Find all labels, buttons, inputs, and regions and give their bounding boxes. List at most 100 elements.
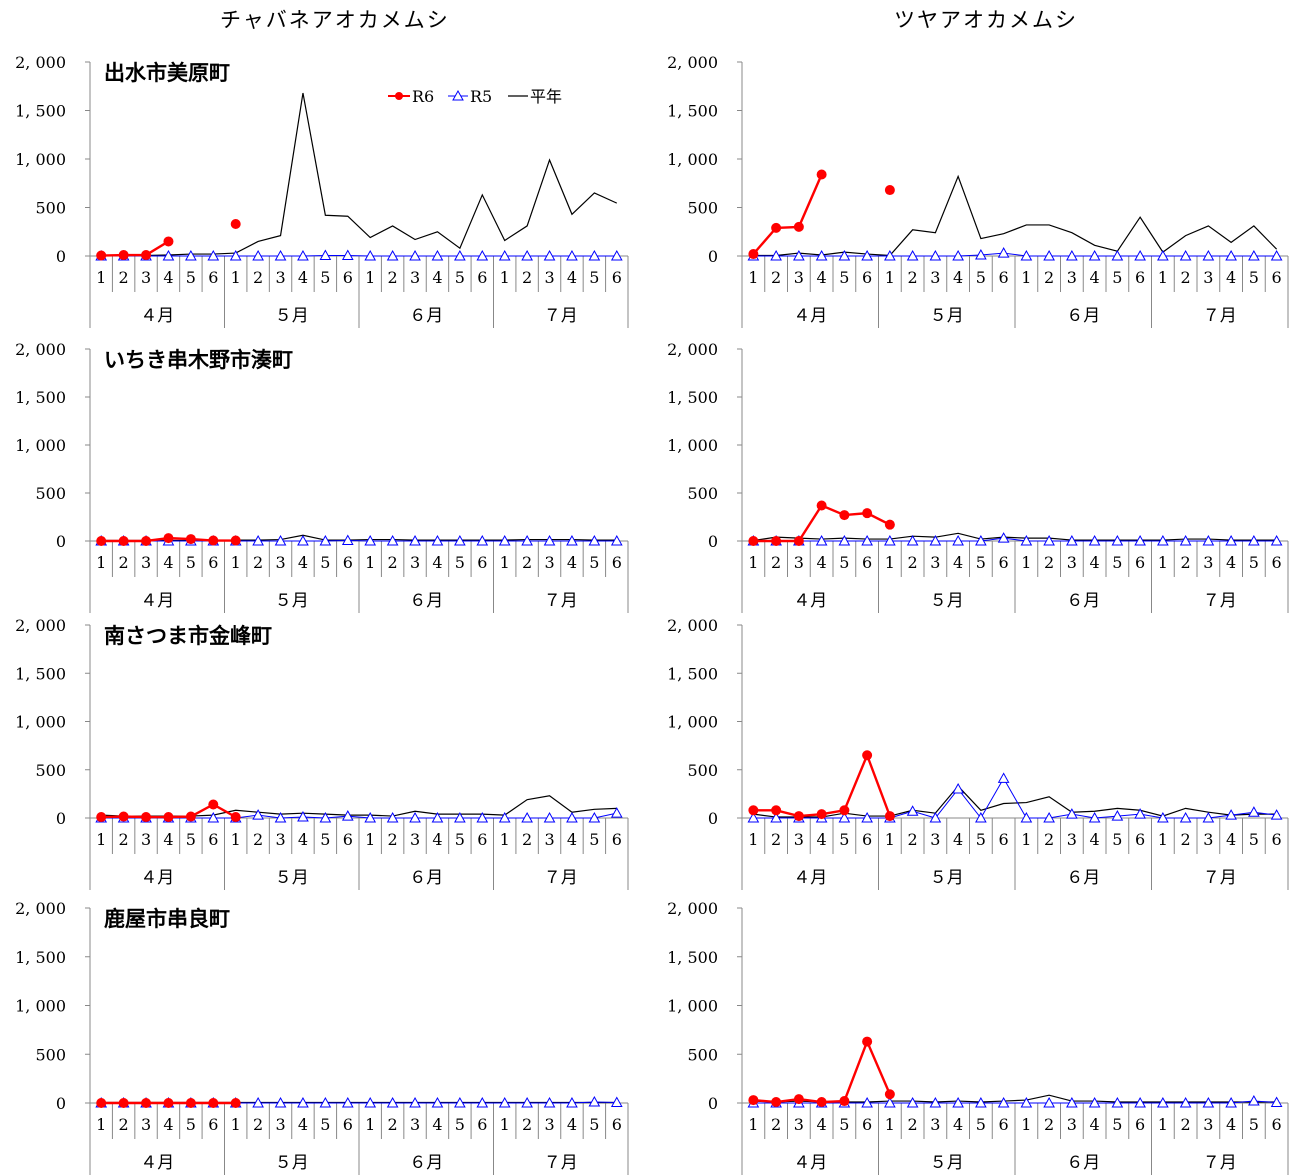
x-tick-label: 3 [794, 268, 804, 287]
x-tick-label: 1 [1158, 1115, 1168, 1134]
x-tick-label: 3 [930, 268, 940, 287]
x-tick-label: 1 [1158, 268, 1168, 287]
x-tick-label: 6 [1135, 553, 1145, 572]
series-r5-point [1225, 249, 1237, 261]
x-tick-label: 3 [275, 268, 285, 287]
x-tick-label: 1 [1021, 830, 1031, 849]
x-tick-label: 3 [275, 830, 285, 849]
x-tick-label: 3 [1203, 268, 1213, 287]
series-r5-point [476, 534, 489, 546]
month-label: ６月 [409, 868, 443, 888]
series-r6-point [771, 1097, 782, 1108]
series-r6-point [816, 1097, 827, 1108]
month-label: ４月 [793, 868, 827, 888]
x-tick-label: 2 [908, 268, 918, 287]
legend-avg-label: 平年 [530, 87, 562, 106]
series-r5-point [521, 811, 533, 823]
month-label: ７月 [1203, 591, 1237, 611]
x-tick-label: 3 [275, 1115, 285, 1134]
x-tick-label: 1 [231, 1115, 241, 1134]
x-tick-label: 6 [999, 1115, 1009, 1134]
location-title: 出水市美原町 [104, 60, 230, 85]
x-tick-label: 1 [96, 830, 106, 849]
x-tick-label: 5 [186, 553, 196, 572]
month-label: ６月 [1066, 1153, 1100, 1173]
series-r5-point [1225, 534, 1237, 546]
x-tick-label: 3 [794, 830, 804, 849]
series-r5-point [1202, 811, 1215, 823]
month-label: ７月 [544, 306, 578, 326]
series-avg-line [753, 174, 1278, 257]
series-r5-point [1134, 1096, 1146, 1108]
y-tick-label: 1, 000 [667, 150, 718, 169]
month-label: ６月 [409, 1153, 443, 1173]
x-tick-label: 3 [1203, 1115, 1213, 1134]
series-r5-point [252, 534, 264, 546]
series-r5-point [952, 1096, 964, 1108]
series-r5-point [476, 249, 489, 261]
x-tick-label: 6 [1135, 1115, 1145, 1134]
y-tick-label: 2, 000 [15, 616, 66, 635]
series-r5-point [431, 1096, 444, 1108]
location-title: いちき串木野市湊町 [104, 347, 293, 372]
x-tick-label: 1 [365, 1115, 375, 1134]
x-tick-label: 5 [839, 830, 849, 849]
series-r5-point [543, 534, 556, 546]
series-r5-point [588, 249, 601, 261]
x-tick-label: 2 [253, 553, 263, 572]
x-tick-label: 6 [343, 1115, 353, 1134]
x-tick-label: 4 [1090, 553, 1100, 572]
x-tick-label: 6 [208, 1115, 218, 1134]
series-r6-point [862, 750, 873, 761]
series-r5-point [929, 1096, 942, 1108]
y-tick-label: 1, 000 [15, 997, 66, 1016]
series-r5-point [610, 534, 623, 546]
x-tick-label: 5 [1112, 553, 1122, 572]
x-tick-label: 4 [432, 268, 442, 287]
series-r5-point [364, 1096, 377, 1108]
series-r5-point [1020, 249, 1033, 261]
x-tick-label: 1 [748, 553, 758, 572]
series-r6-point [748, 805, 759, 816]
x-tick-label: 1 [1021, 268, 1031, 287]
series-r5-point [1043, 534, 1055, 546]
location-title: 南さつま市金峰町 [104, 623, 272, 648]
x-tick-label: 2 [908, 1115, 918, 1134]
series-r5-point [1111, 1096, 1124, 1108]
x-tick-label: 4 [1090, 268, 1100, 287]
x-tick-label: 6 [612, 268, 622, 287]
series-r5-point [1157, 811, 1169, 823]
y-tick-label: 1, 000 [15, 150, 66, 169]
y-tick-label: 500 [687, 761, 718, 780]
series-avg-line [101, 92, 618, 257]
x-tick-label: 2 [119, 1115, 129, 1134]
series-r5-point [884, 249, 896, 261]
series-r5-point [498, 534, 511, 546]
series-r6-point [118, 1098, 129, 1108]
series-r5-point [838, 811, 851, 823]
x-tick-label: 4 [298, 1115, 308, 1134]
x-tick-label: 2 [908, 553, 918, 572]
x-tick-label: 6 [477, 830, 487, 849]
y-tick-label: 500 [687, 484, 718, 503]
x-tick-label: 2 [253, 830, 263, 849]
x-tick-label: 6 [862, 830, 872, 849]
y-tick-label: 1, 500 [667, 102, 718, 121]
series-r5-point [1066, 808, 1078, 819]
x-tick-label: 4 [1226, 830, 1236, 849]
series-r5-point [297, 1096, 309, 1108]
series-r5-point [1270, 1096, 1283, 1108]
series-r5-point [386, 534, 399, 546]
series-r6-point [185, 1098, 196, 1108]
series-r6-point [141, 812, 152, 823]
y-tick-label: 2, 000 [667, 340, 718, 359]
series-r5-point [1179, 811, 1192, 823]
series-r5-point [543, 249, 556, 261]
x-tick-label: 6 [477, 553, 487, 572]
series-r5-point [1020, 1096, 1033, 1108]
x-tick-label: 6 [1272, 830, 1282, 849]
series-r6-point [793, 536, 804, 546]
series-r5-point [454, 811, 466, 823]
x-tick-label: 3 [930, 553, 940, 572]
